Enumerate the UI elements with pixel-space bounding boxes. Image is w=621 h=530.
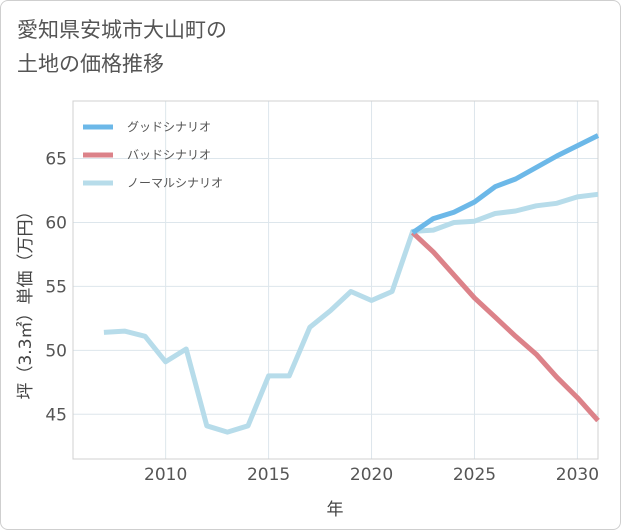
y-tick-60: 60: [45, 213, 67, 233]
series-line-2: [410, 230, 600, 423]
plot-area-frame: [72, 100, 599, 460]
series-lines: [103, 133, 600, 435]
title-line-2: 土地の価格推移: [17, 52, 164, 76]
x-tick-2030: 2030: [556, 465, 599, 485]
y-tick-45: 45: [45, 405, 67, 425]
y-tick-50: 50: [45, 341, 67, 361]
y-axis-label: 坪（3.3㎡）単価（万円）: [16, 202, 36, 399]
title-line-1: 愛知県安城市大山町の: [17, 18, 227, 42]
legend-label-2: バッドシナリオ: [127, 148, 211, 162]
series-line-3: [103, 191, 599, 435]
x-tick-2025: 2025: [453, 465, 496, 485]
x-tick-2020: 2020: [350, 465, 393, 485]
series-line-1: [411, 133, 600, 235]
y-tick-labels: 45 50 55 60 65: [45, 150, 67, 426]
x-axis-label: 年: [327, 500, 344, 520]
chart-title: 愛知県安城市大山町の 土地の価格推移: [17, 13, 227, 81]
y-tick-55: 55: [45, 277, 67, 297]
y-tick-65: 65: [45, 150, 67, 170]
x-tick-labels: 2010 2015 2020 2025 2030: [144, 465, 599, 485]
grid-lines: [73, 101, 598, 459]
x-tick-2010: 2010: [144, 465, 187, 485]
legend-label-3: ノーマルシナリオ: [127, 176, 223, 190]
legend-label-1: グッドシナリオ: [127, 120, 211, 134]
x-tick-2015: 2015: [247, 465, 290, 485]
